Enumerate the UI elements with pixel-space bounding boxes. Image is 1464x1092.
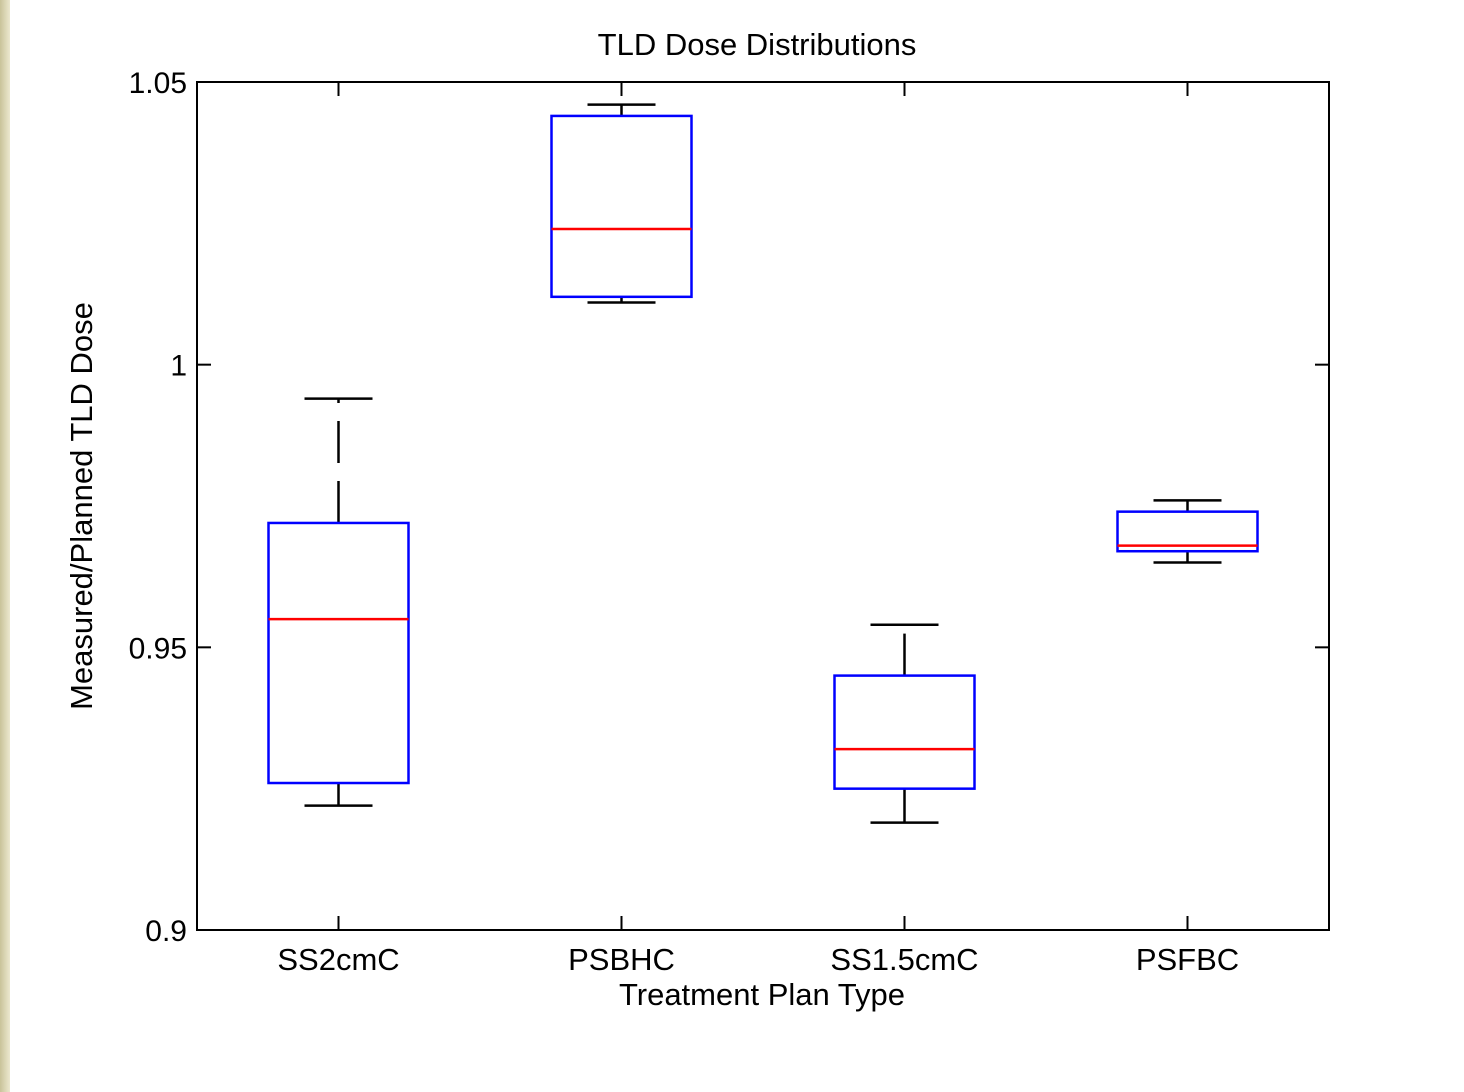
x-tick-label: PSBHC — [568, 942, 675, 977]
iqr-box — [550, 114, 693, 299]
plot-area: 0.9 0.95 1 1.05 SS2cmC PSBHC SS1.5cmC PSFBC — [129, 67, 1330, 977]
y-tick-label: 1 — [170, 350, 187, 383]
y-axis-label: Measured/Planned TLD Dose — [64, 302, 99, 710]
y-tick-label: 0.95 — [129, 632, 187, 665]
iqr-box — [1116, 510, 1259, 553]
slide-edge-decoration — [0, 0, 10, 1092]
y-tick-label: 0.9 — [145, 915, 187, 948]
x-tick-label: PSFBC — [1136, 942, 1239, 977]
x-axis-label: Treatment Plan Type — [619, 977, 905, 1012]
chart-title: TLD Dose Distributions — [598, 27, 917, 62]
x-tick-label: SS1.5cmC — [830, 942, 978, 977]
iqr-box — [267, 521, 410, 785]
iqr-box — [833, 674, 976, 790]
y-tick-label: 1.05 — [129, 67, 187, 100]
axes-frame — [196, 81, 1330, 931]
x-tick-label: SS2cmC — [277, 942, 399, 977]
